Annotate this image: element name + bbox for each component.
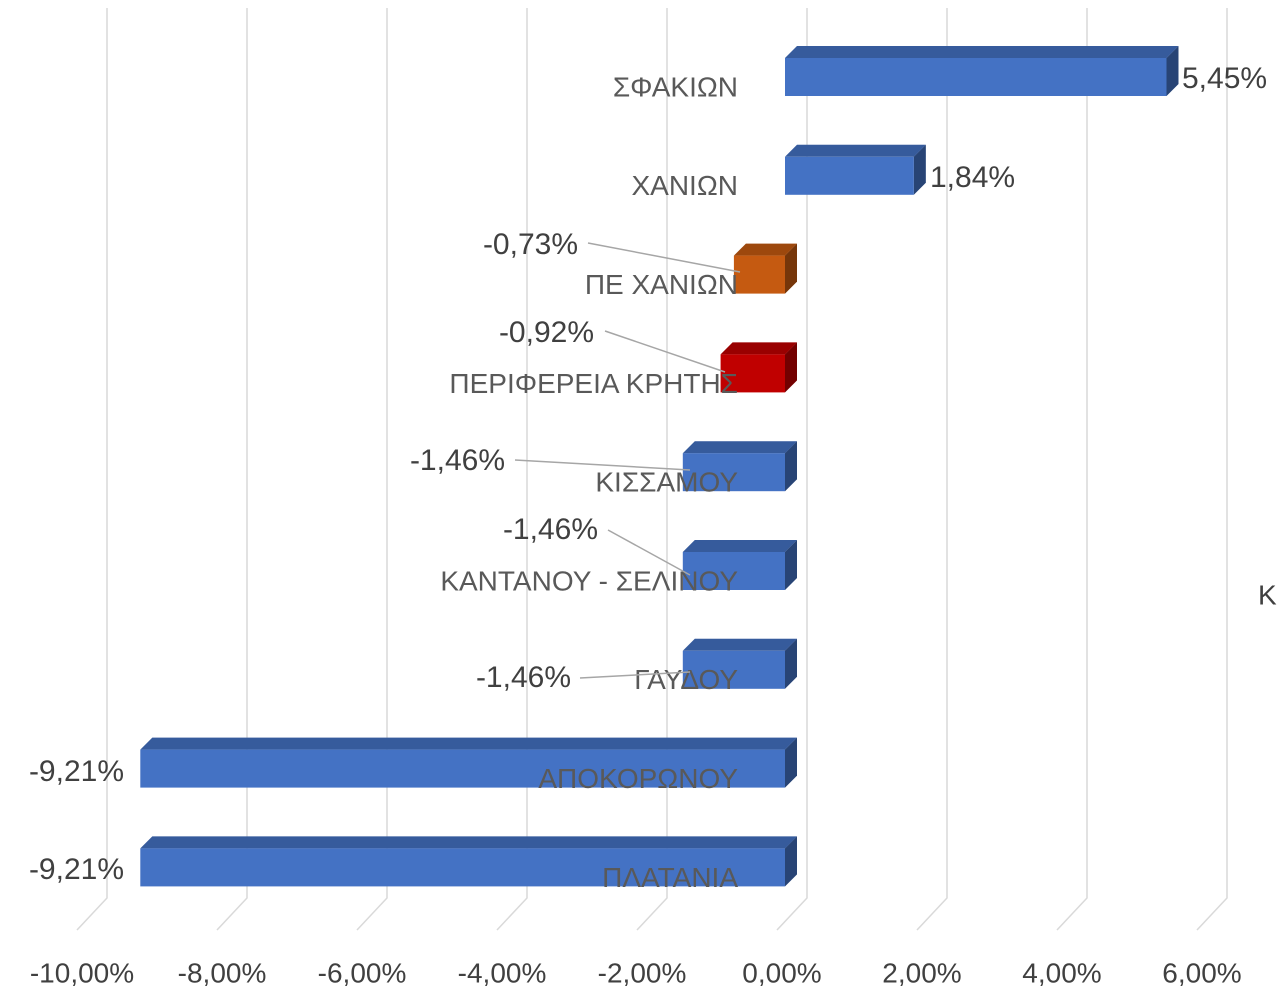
bar-top (720, 342, 797, 355)
category-label: ΠΛΑΤΑΝΙΑ (602, 862, 738, 893)
bar-side-shade (785, 836, 797, 887)
bar (733, 255, 785, 294)
grid-line (1196, 8, 1228, 931)
grid-line (356, 8, 388, 931)
bar (682, 650, 785, 689)
x-tick-label: -4,00% (458, 957, 547, 988)
bar-side (785, 342, 797, 393)
bar-top (785, 46, 1179, 58)
bar-top-shade (785, 46, 1179, 58)
category-label: ΠΕΡΙΦΕΡΕΙΑ ΚΡΗΤΗΣ (449, 368, 738, 399)
category-label: ΧΑΝΙΩΝ (631, 170, 738, 201)
category-label: ΓΑΥΔΟΥ (634, 664, 738, 695)
grid-line (776, 8, 808, 931)
bar-top (682, 540, 797, 552)
bar-side-shade (785, 540, 797, 590)
bar-side-shade (913, 144, 926, 195)
bar-side-shade (785, 243, 797, 294)
grid-line (216, 8, 248, 931)
category-label: ΚΑΝΤΑΝΟΥ - ΣΕΛΙΝΟΥ (440, 565, 738, 596)
leader-line (587, 242, 741, 273)
value-label: -1,46% (503, 513, 598, 546)
bar-side (785, 737, 797, 788)
value-label: -0,92% (499, 316, 594, 349)
cut-off-label: Κ (1258, 579, 1277, 610)
bar-side-shade (1166, 46, 1179, 96)
leader-line (604, 330, 726, 373)
grid-line (636, 8, 668, 931)
bar (140, 848, 786, 887)
leader-line (514, 459, 691, 471)
category-label: ΚΙΣΣΑΜΟΥ (595, 467, 738, 498)
bar-top-shade (733, 243, 797, 256)
bar-top-shade (140, 836, 798, 849)
bar (720, 354, 785, 393)
grid-line (916, 8, 948, 931)
bar-top (682, 441, 797, 454)
bar-side-shade (785, 737, 797, 788)
bar-top (682, 638, 797, 651)
grid-line (76, 8, 108, 931)
bar-side-shade (785, 342, 797, 393)
value-label: -0,73% (483, 228, 578, 261)
bar-side (913, 144, 926, 195)
bar-side-shade (785, 638, 797, 689)
bar-side (785, 441, 797, 492)
bar-top-shade (682, 441, 797, 454)
leader-line (607, 529, 691, 576)
x-tick-label: 6,00% (1162, 957, 1241, 988)
bar (682, 552, 785, 590)
bar-side (785, 638, 797, 689)
bar-top (785, 144, 926, 157)
leader-line (579, 671, 691, 679)
x-tick-label: 4,00% (1022, 957, 1101, 988)
bar-top (733, 243, 797, 256)
x-tick-label: -10,00% (30, 957, 134, 988)
x-tick-label: 0,00% (742, 957, 821, 988)
bar-top (140, 737, 798, 750)
grid-line (1056, 8, 1088, 931)
value-label: -1,46% (476, 661, 571, 694)
bar-top-shade (682, 638, 797, 651)
category-label: ΑΠΟΚΟΡΩΝΟΥ (538, 763, 738, 794)
bar-top-shade (785, 144, 926, 157)
x-tick-label: -8,00% (178, 957, 267, 988)
bar-top-shade (682, 540, 797, 552)
value-label: -1,46% (410, 444, 505, 477)
bar-top-shade (140, 737, 798, 750)
bar (140, 749, 786, 788)
bar (785, 156, 914, 195)
x-tick-label: -6,00% (318, 957, 407, 988)
x-tick-label: -2,00% (598, 957, 687, 988)
value-label: -9,21% (29, 755, 124, 788)
category-label: ΠΕ ΧΑΝΙΩΝ (585, 269, 738, 300)
value-label: -9,21% (29, 853, 124, 886)
bar-side-shade (785, 441, 797, 492)
grid-line (496, 8, 528, 931)
bar-side (785, 243, 797, 294)
category-label: ΣΦΑΚΙΩΝ (613, 71, 738, 102)
value-label: 1,84% (930, 161, 1015, 194)
bar-top (140, 836, 798, 849)
bar (682, 453, 785, 492)
value-label: 5,45% (1182, 62, 1267, 95)
bar-side (1166, 46, 1179, 96)
x-tick-label: 2,00% (882, 957, 961, 988)
bar-top-shade (720, 342, 797, 355)
bar-side (785, 540, 797, 590)
bar-side (785, 836, 797, 887)
bar (785, 58, 1167, 96)
